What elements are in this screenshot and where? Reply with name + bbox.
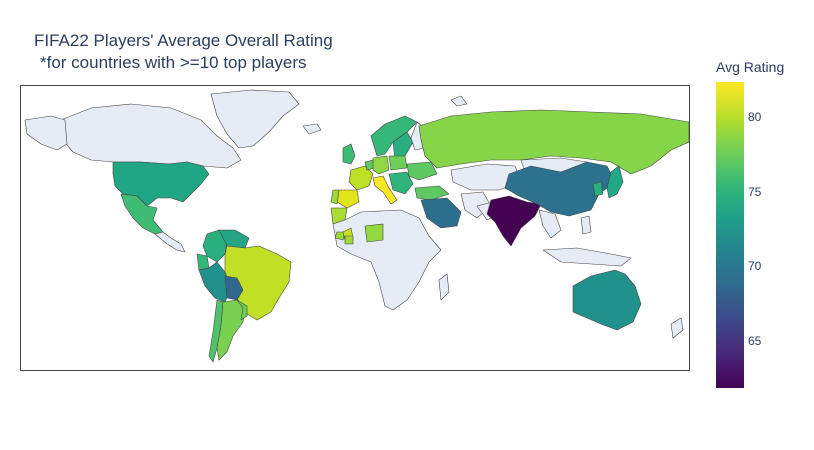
world-map[interactable] <box>20 85 690 371</box>
colorbar-tick-80: 80 <box>748 110 762 124</box>
chart-subtitle: *for countries with >=10 top players <box>40 53 307 72</box>
balkans-region <box>388 171 414 195</box>
saudi-arabia-region <box>420 197 462 229</box>
central-america-region <box>154 231 186 253</box>
turkey-region <box>414 185 450 201</box>
japan-region <box>606 165 624 199</box>
venezuela-region <box>218 229 250 249</box>
colorbar <box>716 82 744 388</box>
uruguay-region <box>236 299 248 321</box>
uk-region <box>342 143 356 165</box>
colorbar-title: Avg Rating <box>716 59 785 75</box>
bolivia-region <box>224 275 244 301</box>
spain-region <box>336 189 360 209</box>
russia-region <box>418 109 689 175</box>
korea-region <box>592 181 604 197</box>
colorbar-tick-65: 65 <box>748 334 762 348</box>
canada-region <box>60 103 242 169</box>
france-region <box>348 165 374 191</box>
colorbar-tick-75: 75 <box>748 185 762 199</box>
ecuador-region <box>196 253 210 271</box>
map-svg[interactable] <box>21 86 690 371</box>
italy-region <box>372 175 398 205</box>
southeast-asia-region <box>538 209 562 239</box>
indonesia-region <box>542 247 632 267</box>
svalbard-region <box>450 95 468 107</box>
nigeria-region <box>364 223 384 243</box>
africa-region <box>332 209 442 311</box>
ukraine-region <box>406 161 438 181</box>
alaska-region <box>24 115 68 151</box>
new-zealand-region <box>670 317 684 339</box>
china-region <box>504 161 616 217</box>
india-region <box>486 195 542 247</box>
poland-region <box>388 155 408 171</box>
madagascar-region <box>438 273 450 301</box>
greenland-region <box>210 89 300 149</box>
iceland-region <box>302 123 322 135</box>
usa-region <box>112 161 210 207</box>
portugal-region <box>330 189 340 205</box>
philippines-region <box>580 215 592 235</box>
australia-region <box>572 269 642 331</box>
colorbar-tick-70: 70 <box>748 259 762 273</box>
germany-region <box>372 155 390 175</box>
ivory-coast-region <box>344 235 354 245</box>
senegal-region <box>334 231 346 241</box>
chart-title: FIFA22 Players' Average Overall Rating <box>34 31 333 50</box>
